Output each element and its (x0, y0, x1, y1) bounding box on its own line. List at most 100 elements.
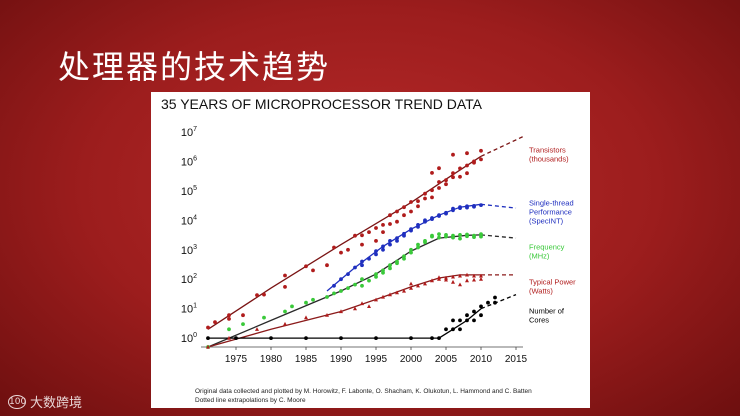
data-point (339, 336, 343, 340)
data-point (227, 317, 231, 321)
data-point (479, 277, 483, 281)
data-point (234, 336, 238, 340)
x-tick-label: 1980 (260, 354, 283, 365)
data-point (430, 336, 434, 340)
data-point (486, 300, 490, 305)
data-point (437, 186, 441, 190)
data-point (374, 272, 378, 276)
data-point (416, 242, 420, 247)
data-point (304, 264, 308, 269)
data-point (381, 230, 385, 235)
data-point (381, 247, 385, 252)
data-point (388, 213, 392, 218)
data-point (206, 325, 210, 330)
series-label: Performance (529, 208, 572, 217)
data-point (465, 234, 469, 239)
y-tick-label: 103 (181, 244, 197, 257)
y-tick-label: 104 (181, 214, 197, 227)
data-point (332, 283, 336, 288)
data-point (381, 244, 385, 249)
data-point (325, 313, 329, 317)
data-point (430, 188, 434, 193)
data-point (353, 306, 357, 311)
data-point (339, 309, 343, 314)
x-tick-label: 2005 (435, 354, 458, 365)
data-point (444, 234, 448, 239)
data-point (465, 318, 469, 323)
data-point (472, 204, 476, 209)
data-point (388, 292, 392, 297)
x-tick-label: 1975 (225, 354, 248, 365)
series-label: (Watts) (529, 286, 553, 295)
data-point (479, 148, 483, 153)
data-point (388, 239, 392, 243)
data-point (465, 272, 469, 277)
data-point (360, 233, 364, 238)
series-label: Number of (529, 307, 565, 316)
y-tick-label: 100 (181, 332, 197, 345)
y-tick-label: 106 (181, 155, 197, 168)
data-point (353, 282, 357, 287)
data-point (444, 327, 448, 332)
data-point (283, 321, 287, 326)
data-point (430, 278, 434, 283)
data-point (262, 292, 266, 297)
data-point (465, 163, 469, 168)
data-point (472, 159, 476, 164)
data-point (437, 180, 441, 184)
data-point (311, 268, 315, 273)
data-point (388, 242, 392, 247)
series-label: Single-thread (529, 199, 574, 208)
data-point (430, 195, 434, 200)
data-point (437, 166, 441, 171)
series-label: Transistors (529, 145, 566, 154)
brand-logo-icon: 100 (8, 394, 27, 409)
data-point (437, 275, 441, 280)
data-point (465, 151, 469, 156)
x-tick-label: 1990 (330, 354, 353, 365)
footnote-line-2: Dotted line extrapolations by C. Moore (195, 397, 306, 404)
extrapolation-line (480, 293, 517, 310)
data-point (388, 222, 392, 226)
data-point (360, 301, 364, 306)
data-point (458, 236, 462, 241)
data-point (374, 239, 378, 243)
data-point (423, 281, 427, 286)
data-point (472, 277, 476, 282)
data-point (451, 274, 455, 279)
data-point (437, 213, 441, 218)
data-point (437, 235, 441, 240)
data-point (423, 191, 427, 196)
data-point (304, 315, 308, 320)
data-point (241, 322, 245, 326)
data-point (451, 327, 455, 332)
data-point (374, 275, 378, 279)
data-point (367, 230, 371, 235)
data-point (255, 293, 259, 297)
data-point (451, 152, 455, 157)
data-point (409, 200, 413, 204)
data-point (430, 171, 434, 175)
data-point (437, 336, 441, 340)
data-point (472, 318, 476, 323)
y-tick-label: 105 (181, 185, 197, 198)
data-point (416, 245, 420, 250)
data-point (465, 313, 469, 318)
data-point (374, 336, 378, 340)
chart-card: 35 YEARS OF MICROPROCESSOR TREND DATA 19… (151, 92, 590, 408)
trend-chart: 35 YEARS OF MICROPROCESSOR TREND DATA 19… (161, 96, 576, 404)
data-point (206, 344, 210, 349)
data-point (451, 318, 455, 323)
data-point (346, 247, 350, 252)
data-point (444, 277, 448, 282)
data-point (416, 283, 420, 288)
data-point (325, 295, 329, 299)
data-point (472, 235, 476, 240)
data-point (479, 234, 483, 239)
data-point (451, 235, 455, 240)
data-point (332, 245, 336, 250)
trend-lines (207, 136, 524, 348)
series-label: Typical Power (529, 277, 576, 286)
data-point (374, 226, 378, 230)
data-point (430, 217, 434, 221)
